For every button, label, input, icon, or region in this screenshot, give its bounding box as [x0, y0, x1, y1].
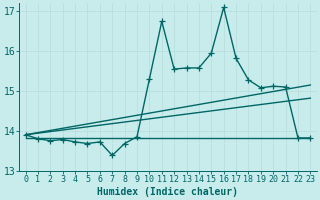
X-axis label: Humidex (Indice chaleur): Humidex (Indice chaleur): [98, 186, 238, 197]
